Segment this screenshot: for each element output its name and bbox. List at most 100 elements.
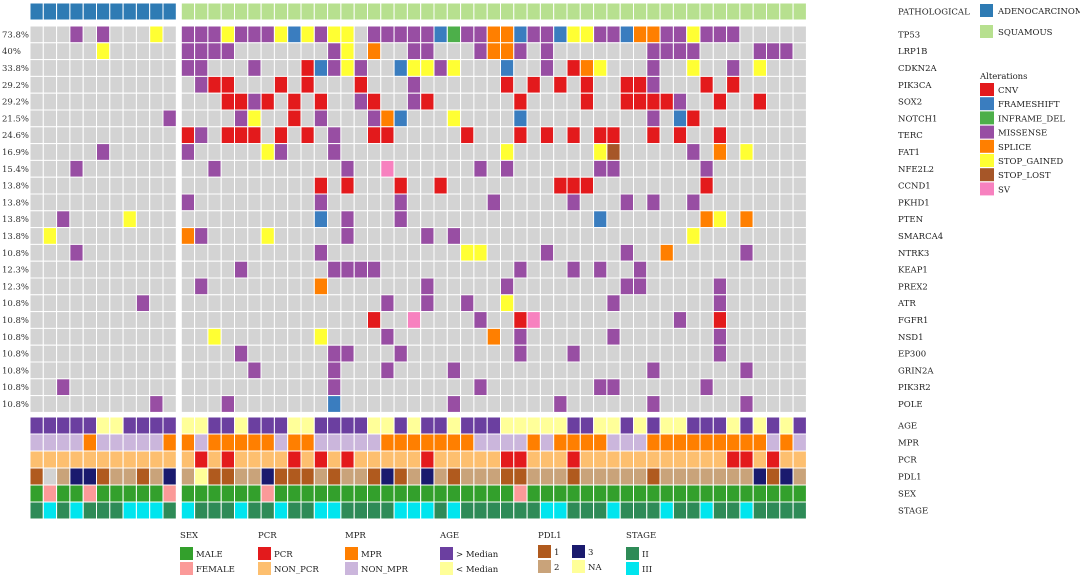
mutation-cell — [300, 294, 315, 313]
mutation-cell — [792, 92, 807, 111]
mutation-cell — [162, 395, 177, 413]
mutation-cell — [579, 260, 595, 279]
clinical-cell — [726, 433, 741, 452]
pathology-cell — [149, 2, 164, 21]
mutation-cell — [327, 210, 342, 229]
mutation-cell — [792, 59, 807, 77]
mutation-cell — [513, 294, 528, 313]
mutation-cell — [96, 361, 111, 380]
gene-percentage: 21.5% — [2, 114, 29, 124]
mutation-cell — [393, 227, 408, 245]
mutation-cell — [513, 361, 528, 380]
mutation-cell — [42, 227, 58, 245]
mutation-cell — [327, 327, 342, 346]
mutation-cell — [766, 243, 781, 262]
mutation-cell — [686, 75, 701, 94]
mutation-cell — [739, 277, 754, 296]
mutation-cell — [766, 260, 781, 279]
mutation-cell — [659, 25, 674, 44]
mutation-cell — [779, 92, 794, 111]
gene-label: PIK3CA — [898, 81, 932, 91]
mutation-cell — [56, 243, 71, 262]
mutation-cell — [367, 227, 382, 245]
mutation-cell — [646, 395, 661, 413]
mutation-cell — [526, 327, 541, 346]
mutation-cell — [340, 143, 355, 161]
mutation-cell — [207, 311, 222, 329]
clinical-cell — [194, 501, 209, 520]
clinical-cell — [739, 484, 754, 503]
mutation-cell — [646, 243, 661, 262]
mutation-cell — [194, 159, 209, 178]
mutation-cell — [69, 25, 84, 44]
mutation-cell — [752, 277, 768, 296]
mutation-cell — [553, 378, 568, 397]
mutation-cell — [69, 378, 84, 397]
mutation-cell — [353, 311, 369, 329]
mutation-cell — [500, 227, 515, 245]
clinical-cell — [579, 467, 595, 486]
clinical-cell — [69, 450, 84, 469]
mutation-cell — [606, 277, 621, 296]
mutation-cell — [593, 126, 608, 145]
mutation-cell — [220, 344, 235, 363]
mutation-cell — [56, 311, 71, 329]
mutation-cell — [593, 327, 608, 346]
mutation-cell — [207, 42, 222, 61]
mutation-cell — [553, 243, 568, 262]
mutation-cell — [122, 143, 137, 161]
mutation-cell — [220, 92, 235, 111]
clinical-cell — [593, 416, 608, 435]
mutation-cell — [82, 75, 97, 94]
mutation-cell — [273, 59, 289, 77]
mutation-cell — [340, 109, 355, 128]
clinical-cell — [566, 467, 581, 486]
mutation-cell — [109, 75, 124, 94]
clinical-cell — [29, 450, 44, 469]
mutation-cell — [29, 395, 44, 413]
mutation-cell — [646, 294, 661, 313]
mutation-cell — [234, 294, 249, 313]
mutation-cell — [500, 344, 515, 363]
mutation-cell — [260, 25, 275, 44]
mutation-cell — [380, 42, 395, 61]
mutation-matrix — [29, 25, 807, 413]
clinical-cell — [672, 501, 688, 520]
mutation-cell — [672, 327, 688, 346]
mutation-cell — [513, 143, 528, 161]
clinical-cell — [313, 484, 329, 503]
mutation-cell — [752, 227, 768, 245]
clinical-cell — [553, 416, 568, 435]
clinical-cell — [162, 467, 177, 486]
mutation-cell — [513, 92, 528, 111]
mutation-cell — [313, 227, 329, 245]
mutation-cell — [247, 25, 262, 44]
clinical-legend-swatch — [345, 562, 358, 575]
mutation-cell — [207, 59, 222, 77]
clinical-cell — [766, 484, 781, 503]
mutation-cell — [69, 311, 84, 329]
mutation-cell — [180, 260, 196, 279]
mutation-cell — [579, 227, 595, 245]
mutation-cell — [122, 227, 137, 245]
mutation-cell — [619, 126, 635, 145]
clinical-cell — [460, 501, 475, 520]
mutation-cell — [149, 361, 164, 380]
mutation-cell — [327, 277, 342, 296]
mutation-cell — [234, 327, 249, 346]
mutation-cell — [606, 59, 621, 77]
clinical-cell — [247, 467, 262, 486]
clinical-cell — [566, 484, 581, 503]
mutation-cell — [672, 277, 688, 296]
mutation-cell — [779, 126, 794, 145]
mutation-cell — [420, 159, 435, 178]
mutation-cell — [792, 227, 807, 245]
gene-percentage: 10.8% — [2, 316, 29, 326]
mutation-cell — [792, 126, 807, 145]
mutation-cell — [792, 109, 807, 128]
clinical-cell — [539, 501, 555, 520]
clinical-cell — [380, 433, 395, 452]
mutation-cell — [135, 25, 151, 44]
mutation-cell — [659, 176, 674, 195]
mutation-cell — [180, 109, 196, 128]
